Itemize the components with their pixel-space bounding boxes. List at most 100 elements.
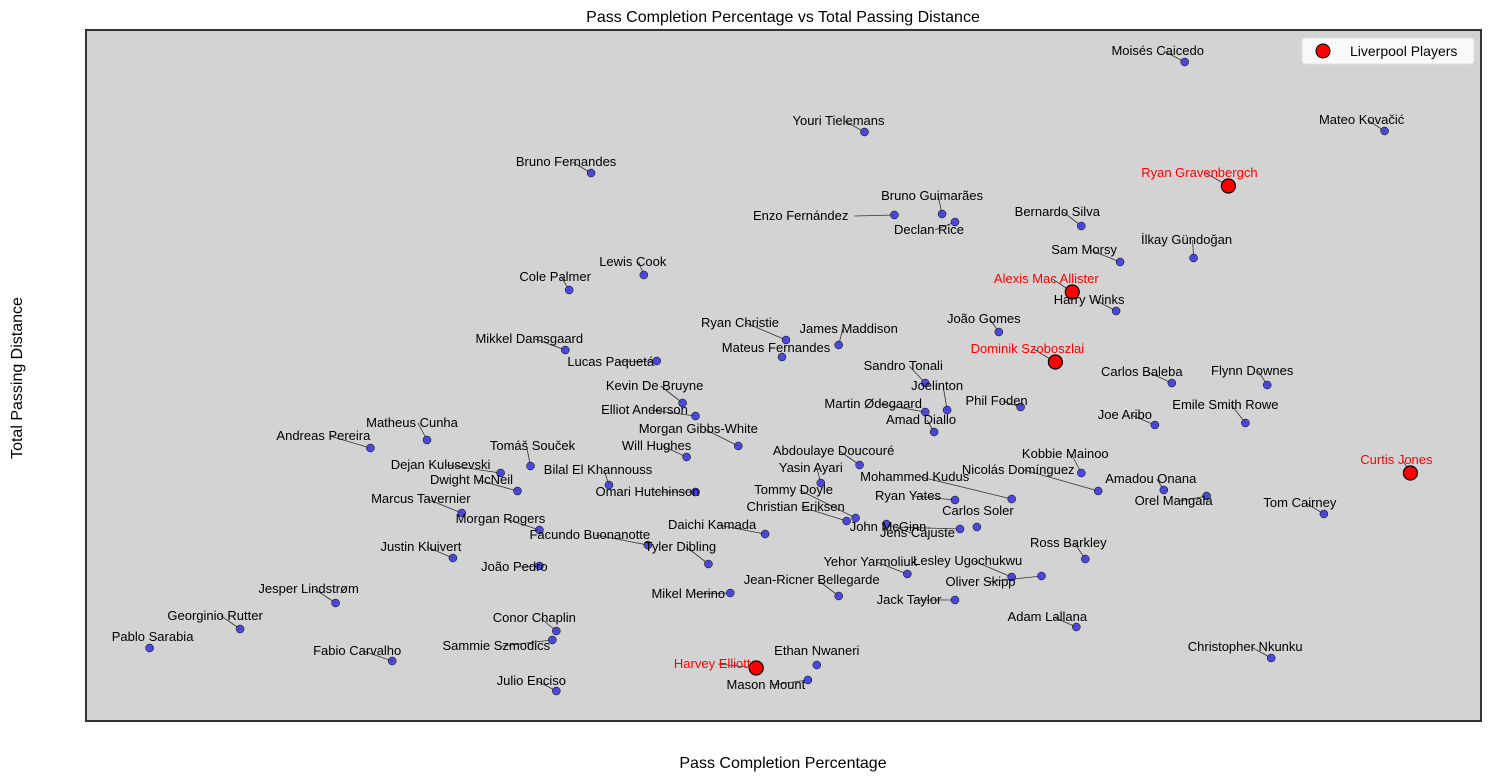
label-connector (650, 409, 696, 417)
data-point (643, 540, 653, 550)
point-label: Martin Ødegaard (824, 396, 922, 411)
data-point (1007, 494, 1016, 504)
data-point (331, 598, 340, 608)
data-point (890, 210, 899, 220)
data-point (639, 270, 649, 280)
label-connector (1179, 495, 1207, 502)
legend-box (1301, 37, 1475, 65)
point-label: Mateo Kovačić (1319, 112, 1405, 127)
data-point (1072, 622, 1081, 632)
label-connector (854, 214, 895, 217)
point-label: Lucas Paquetá (567, 354, 655, 369)
data-point (1241, 418, 1250, 428)
plot-area (85, 29, 1482, 722)
point-label: Youri Tielemans (792, 113, 885, 128)
point-label: Morgan Gibbs-White (639, 421, 758, 436)
data-point (803, 675, 813, 685)
liverpool-point (1064, 284, 1080, 300)
data-point (496, 468, 505, 478)
point-label: Carlos Baleba (1101, 364, 1183, 379)
point-label: Sam Morsy (1051, 242, 1117, 257)
liverpool-point (1402, 465, 1419, 481)
label-connector (502, 639, 553, 647)
data-point (1380, 126, 1389, 136)
data-point (855, 460, 864, 470)
point-label: Mikkel Damsgaard (475, 331, 583, 346)
data-point (552, 686, 561, 696)
point-label: Ethan Nwaneri (774, 643, 859, 658)
point-label: James Maddison (800, 321, 898, 336)
data-point (760, 529, 770, 539)
data-point (1319, 509, 1329, 519)
data-point (920, 378, 930, 388)
data-point (972, 522, 982, 532)
point-label: John McGinn (850, 519, 927, 534)
data-point (652, 356, 661, 366)
point-label: Bernardo Silva (1015, 204, 1101, 219)
point-label: Pablo Sarabia (112, 629, 194, 644)
point-label: Ryan Yates (875, 488, 942, 503)
liverpool-point-label: Harvey Elliott (674, 656, 751, 671)
point-label: Jesper Lindstrøm (258, 581, 358, 596)
data-point (1093, 486, 1103, 496)
data-point (942, 405, 952, 415)
data-point (851, 513, 860, 523)
y-axis-label: Total Passing Distance (9, 297, 26, 459)
label-connector (879, 403, 926, 413)
legend-marker (1315, 43, 1331, 59)
data-point (950, 595, 960, 605)
liverpool-point-label: Curtis Jones (1360, 452, 1433, 467)
label-connector (616, 360, 657, 363)
data-point (691, 411, 700, 421)
data-point (145, 643, 154, 653)
data-point (561, 345, 570, 355)
point-label: Kevin De Bruyne (606, 378, 704, 393)
label-connector (329, 435, 371, 449)
point-label: Amadou Onana (1105, 471, 1197, 486)
legend-label: Liverpool Players (1350, 43, 1457, 59)
data-point (604, 480, 614, 490)
point-label: Daichi Kamada (668, 517, 757, 532)
data-point (734, 441, 743, 451)
point-label: João Pedro (481, 559, 548, 574)
label-connector (1130, 414, 1156, 426)
data-point (842, 516, 851, 526)
data-point (816, 478, 826, 488)
point-label: Fabio Carvalho (313, 643, 401, 658)
point-label: Bruno Fernandes (516, 154, 617, 169)
data-point (903, 569, 912, 579)
point-label: Amad Diallo (886, 412, 956, 427)
liverpool-point (1220, 178, 1237, 194)
data-point (1262, 380, 1272, 390)
label-connector (876, 561, 908, 575)
point-label: Bruno Guimarães (881, 188, 983, 203)
data-point (235, 624, 245, 634)
data-point (726, 588, 735, 598)
data-point (1266, 653, 1276, 663)
x-axis-label: Pass Completion Percentage (679, 755, 886, 772)
data-point (929, 427, 939, 437)
liverpool-point (748, 660, 764, 676)
data-point (1202, 491, 1211, 501)
point-label: Bilal El Khannouss (544, 462, 653, 477)
point-label: Abdoulaye Doucouré (773, 443, 894, 458)
label-connector (686, 546, 709, 565)
point-label: Elliot Anderson (601, 402, 688, 417)
data-point (682, 452, 691, 462)
data-point (1077, 468, 1086, 478)
data-point (366, 443, 375, 453)
label-connector (745, 322, 787, 341)
point-label: Yehor Yarmoliuk (823, 554, 917, 569)
point-label: Kobbie Mainoo (1022, 446, 1109, 461)
point-label: Tomáš Souček (490, 438, 576, 453)
data-point (994, 327, 1004, 337)
point-label: Yasin Ayari (779, 460, 843, 475)
data-point (586, 168, 596, 178)
label-connector (886, 523, 912, 534)
point-label: Ross Barkley (1030, 535, 1107, 550)
point-label: Orel Mangala (1135, 493, 1214, 508)
point-label: João Gomes (947, 311, 1021, 326)
label-connector (595, 534, 648, 546)
point-label: Mohammed Kudus (860, 469, 970, 484)
label-connector (446, 464, 501, 474)
